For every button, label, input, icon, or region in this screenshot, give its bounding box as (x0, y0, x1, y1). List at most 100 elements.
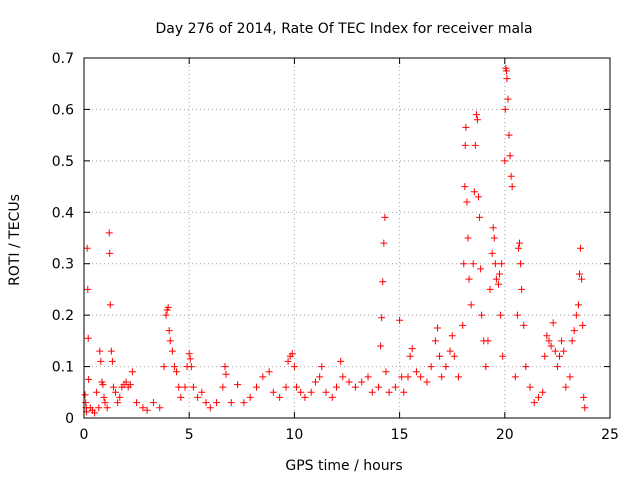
data-point (337, 357, 345, 365)
data-point (377, 342, 385, 350)
data-point (404, 373, 412, 381)
data-point (472, 111, 480, 119)
data-point (473, 116, 481, 124)
data-point (381, 213, 389, 221)
data-point (380, 239, 388, 247)
data-point (105, 229, 113, 237)
data-point (470, 188, 478, 196)
data-point (106, 249, 114, 257)
data-point (91, 409, 99, 417)
x-tick-label: 10 (285, 427, 303, 443)
data-point (227, 399, 235, 407)
data-point (95, 404, 103, 412)
data-point (222, 370, 230, 378)
data-point (568, 337, 576, 345)
data-point (265, 368, 273, 376)
data-point (446, 347, 454, 355)
data-point (391, 383, 399, 391)
data-point (553, 363, 561, 371)
data-point (505, 131, 513, 139)
data-point (462, 123, 470, 131)
data-point (221, 363, 229, 371)
y-tick-label: 0.6 (52, 102, 74, 118)
data-point (177, 393, 185, 401)
y-tick-label: 0.1 (52, 360, 74, 376)
data-point (469, 260, 477, 268)
data-point (496, 270, 504, 278)
data-point (461, 141, 469, 149)
data-point (517, 260, 525, 268)
data-point (566, 373, 574, 381)
data-point (577, 244, 585, 252)
data-point (276, 393, 284, 401)
data-point (503, 75, 511, 83)
data-point (301, 393, 309, 401)
data-point (307, 388, 315, 396)
y-tick-label: 0.5 (52, 154, 74, 170)
data-point (162, 311, 170, 319)
data-point (486, 285, 494, 293)
data-point (539, 388, 547, 396)
data-point (165, 327, 173, 335)
data-point (494, 280, 502, 288)
data-point (475, 193, 482, 201)
data-point (189, 383, 197, 391)
y-tick-label: 0.3 (52, 257, 74, 273)
data-point (168, 347, 176, 355)
data-point (581, 404, 589, 412)
data-point (574, 301, 582, 309)
x-tick-label: 5 (185, 427, 194, 443)
data-point (463, 198, 471, 206)
data-point (198, 388, 206, 396)
data-point (516, 239, 524, 247)
data-point (84, 334, 92, 342)
data-point (97, 357, 105, 365)
data-point (502, 67, 510, 75)
data-point (506, 152, 514, 160)
data-point (482, 363, 490, 371)
y-tick-label: 0.4 (52, 205, 74, 221)
data-point (322, 388, 330, 396)
plot-frame (83, 57, 611, 419)
data-point (288, 350, 296, 358)
data-point (543, 332, 551, 340)
data-points (81, 64, 589, 417)
data-point (504, 95, 512, 103)
data-point (379, 278, 387, 286)
data-point (181, 383, 189, 391)
data-point (83, 244, 91, 252)
data-point (81, 391, 89, 399)
data-point (455, 373, 463, 381)
data-point (450, 352, 458, 360)
x-tick-label: 0 (80, 427, 89, 443)
data-point (175, 383, 183, 391)
data-point (461, 183, 469, 191)
data-point (107, 347, 115, 355)
data-point (84, 285, 92, 293)
data-point (541, 352, 549, 360)
data-point (530, 399, 538, 407)
data-point (467, 301, 475, 309)
data-point (202, 399, 210, 407)
data-point (484, 337, 492, 345)
data-point (408, 345, 416, 353)
data-point (423, 378, 431, 386)
data-point (133, 399, 141, 407)
data-point (103, 404, 111, 412)
data-point (433, 324, 441, 332)
data-point (412, 368, 420, 376)
data-point (501, 105, 509, 113)
data-point (293, 383, 301, 391)
data-point (396, 316, 404, 324)
data-point (562, 383, 570, 391)
data-point (547, 342, 555, 350)
data-point (507, 172, 515, 180)
data-point (328, 393, 336, 401)
data-point (106, 301, 114, 309)
data-point (575, 270, 583, 278)
data-point (520, 321, 528, 329)
data-point (364, 373, 372, 381)
data-point (459, 321, 467, 329)
data-point (173, 368, 181, 376)
